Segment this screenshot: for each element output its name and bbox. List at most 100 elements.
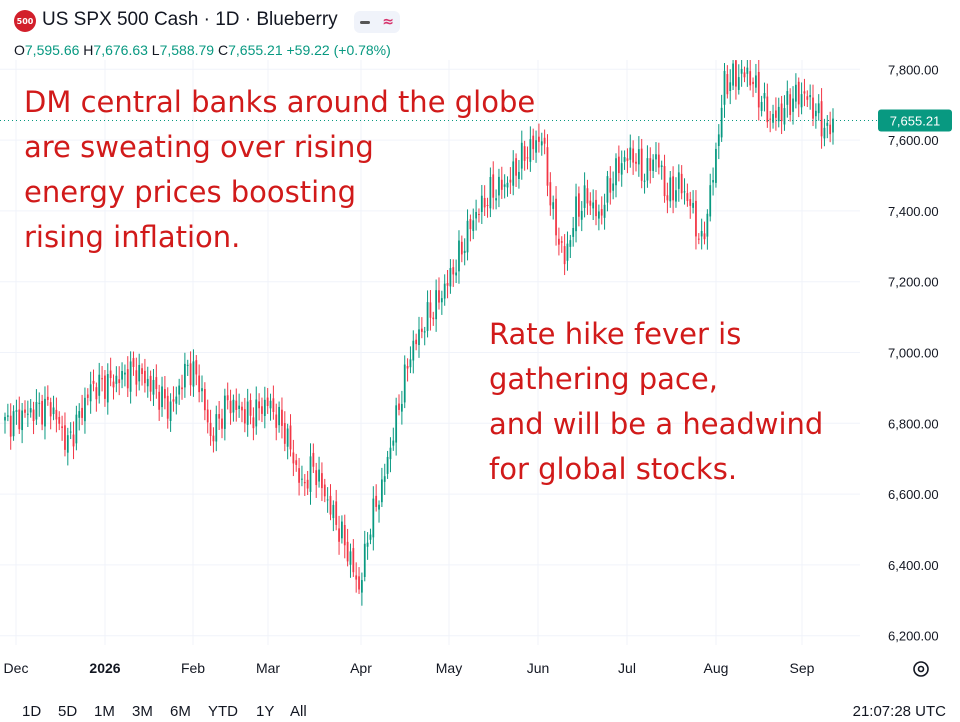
range-ytd[interactable]: YTD bbox=[208, 703, 238, 720]
candle-body bbox=[104, 375, 106, 399]
candle-body bbox=[469, 219, 472, 230]
candle-body bbox=[109, 370, 112, 379]
symbol-logo[interactable]: 500 bbox=[14, 10, 36, 32]
indicator-toggle[interactable]: ≈ bbox=[354, 11, 400, 33]
candle-body bbox=[298, 468, 300, 483]
candle-body bbox=[538, 136, 540, 142]
candle-body bbox=[498, 176, 500, 196]
candle-body bbox=[166, 395, 169, 419]
range-6m[interactable]: 6M bbox=[170, 703, 191, 720]
candle-body bbox=[121, 371, 123, 380]
candle-body bbox=[803, 91, 806, 94]
candle-body bbox=[826, 122, 829, 126]
candle-body bbox=[375, 495, 378, 507]
utc-clock[interactable]: 21:07:28 UTC bbox=[852, 703, 946, 720]
candle-body bbox=[403, 364, 406, 403]
candle-body bbox=[192, 361, 195, 387]
candle-body bbox=[144, 370, 146, 384]
candle-body bbox=[629, 147, 632, 160]
x-tick-label: Jun bbox=[527, 660, 550, 676]
candle-body bbox=[64, 425, 66, 450]
range-all[interactable]: All bbox=[290, 703, 307, 720]
candle-body bbox=[289, 425, 292, 450]
candle-body bbox=[181, 387, 183, 390]
candle-body bbox=[146, 378, 149, 387]
candle-body bbox=[400, 403, 403, 412]
candle-body bbox=[215, 414, 218, 442]
candle-body bbox=[135, 370, 138, 385]
candle-body bbox=[700, 230, 703, 237]
candle-body bbox=[463, 250, 466, 253]
candle-body bbox=[81, 407, 83, 418]
y-tick-label: 6,400.00 bbox=[888, 558, 939, 573]
candle-body bbox=[129, 361, 132, 392]
candle-body bbox=[261, 406, 263, 414]
candle-body bbox=[726, 74, 729, 95]
candle-body bbox=[158, 391, 161, 410]
candle-body bbox=[221, 418, 223, 429]
candle-body bbox=[383, 476, 386, 482]
candle-body bbox=[58, 416, 61, 424]
range-1d[interactable]: 1D bbox=[22, 703, 42, 720]
candle-body bbox=[169, 401, 172, 422]
price-chart[interactable]: 6,200.00 6,400.00 6,600.00 6,800.00 7,000.00… bbox=[0, 60, 960, 700]
candle-body bbox=[820, 101, 823, 137]
candle-body bbox=[552, 202, 555, 209]
candle-body bbox=[183, 363, 186, 388]
candle-body bbox=[697, 238, 700, 240]
candle-body bbox=[686, 193, 689, 201]
candle-body bbox=[783, 108, 786, 125]
close-label: C bbox=[217, 42, 229, 58]
range-1m[interactable]: 1M bbox=[94, 703, 115, 720]
candle-body bbox=[258, 401, 260, 409]
candle-body bbox=[178, 385, 181, 395]
x-tick-label: Feb bbox=[181, 660, 205, 676]
candle-body bbox=[209, 422, 212, 436]
candle-body bbox=[589, 200, 592, 206]
candle-body bbox=[349, 551, 352, 565]
candle-body bbox=[343, 524, 346, 546]
candle-body bbox=[98, 374, 101, 396]
candle-body bbox=[520, 142, 523, 169]
y-tick-label: 6,600.00 bbox=[888, 487, 939, 502]
candle-body bbox=[172, 399, 175, 402]
candle-body bbox=[243, 409, 246, 424]
candle-body bbox=[275, 414, 278, 428]
candle-body bbox=[440, 298, 443, 303]
candle-body bbox=[475, 211, 477, 219]
candle-body bbox=[775, 110, 777, 118]
x-tick-label: 2026 bbox=[89, 660, 120, 676]
candle-body bbox=[752, 81, 754, 85]
candle-body bbox=[138, 364, 141, 382]
x-tick-label: Mar bbox=[256, 660, 280, 676]
range-1y[interactable]: 1Y bbox=[256, 703, 275, 720]
candle-body bbox=[52, 407, 55, 415]
candle-body bbox=[338, 528, 340, 542]
range-5d[interactable]: 5D bbox=[58, 703, 78, 720]
candle-body bbox=[112, 381, 115, 388]
symbol-title[interactable]: US SPX 500 Cash · 1D · Blueberry bbox=[42, 9, 338, 30]
candle-body bbox=[118, 379, 121, 384]
candle-body bbox=[61, 426, 63, 429]
candle-body bbox=[677, 172, 680, 189]
open-value: 7,595.66 bbox=[24, 42, 80, 58]
candle-body bbox=[509, 179, 512, 183]
candle-body bbox=[635, 161, 637, 164]
candle-body bbox=[398, 403, 400, 410]
candle-body bbox=[246, 401, 249, 425]
candle-body bbox=[49, 402, 52, 417]
range-3m[interactable]: 3M bbox=[132, 703, 153, 720]
candle-body bbox=[389, 447, 392, 460]
candle-body bbox=[637, 149, 640, 165]
candle-body bbox=[269, 400, 272, 409]
candle-body bbox=[592, 202, 595, 209]
candle-body bbox=[709, 185, 712, 217]
candle-body bbox=[366, 542, 369, 547]
candle-body bbox=[278, 406, 280, 426]
wave-icon[interactable]: ≈ bbox=[382, 14, 394, 30]
candle-body bbox=[755, 75, 757, 88]
candle-body bbox=[223, 395, 226, 429]
minus-icon[interactable] bbox=[360, 20, 371, 24]
candle-body bbox=[432, 317, 435, 320]
settings-gear-icon[interactable] bbox=[910, 658, 932, 680]
